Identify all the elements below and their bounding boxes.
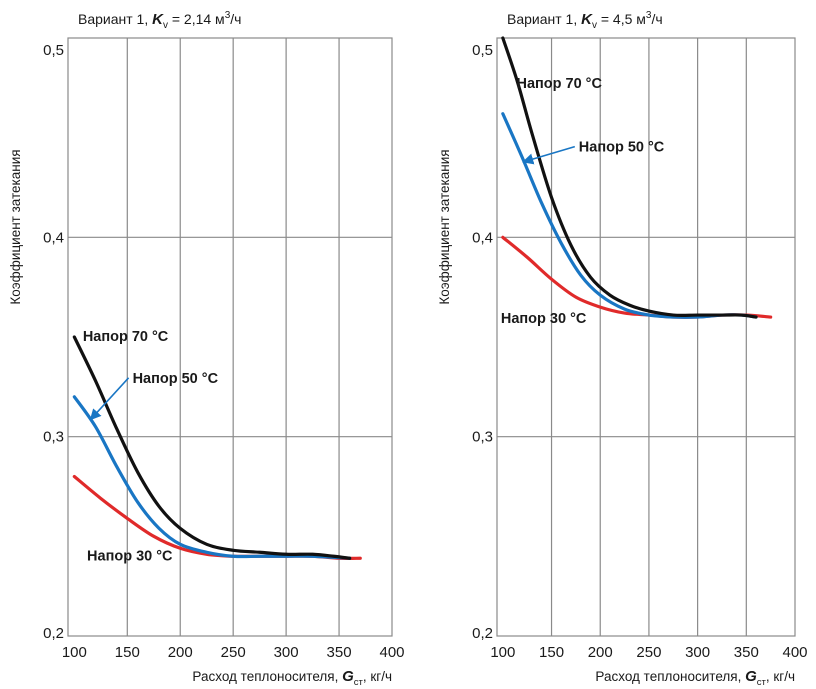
grid: [497, 38, 795, 636]
chart-variant-kv-2-14: Вариант 1, Kv = 2,14 м3/ч 100 150 200 250 300…: [8, 10, 405, 688]
x-tick-label: 100: [490, 644, 515, 661]
x-tick-label: 100: [62, 644, 87, 661]
y-tick-label: 0,5: [43, 42, 64, 59]
x-tick-label: 150: [115, 644, 140, 661]
x-axis-label: Расход теплоносителя, Gст, кг/ч: [192, 668, 392, 688]
y-tick-label: 0,2: [43, 625, 64, 642]
y-tick-label: 0,4: [472, 229, 493, 246]
chart-variant-kv-4-5: Вариант 1, Kv = 4,5 м3/ч 100 150 200 250 300 3…: [437, 10, 808, 688]
x-tick-label: 400: [379, 644, 404, 661]
y-tick-label: 0,3: [472, 429, 493, 446]
annotation-arrow: [522, 145, 576, 165]
x-tick-label: 400: [782, 644, 807, 661]
x-tick-label: 150: [539, 644, 564, 661]
series-annotation-label: Напор 50 °C: [579, 140, 665, 156]
y-tick-label: 0,2: [472, 625, 493, 642]
series-annotation-label: Напор 30 °C: [87, 548, 173, 564]
series-annotation-label: Напор 30 °C: [501, 311, 587, 327]
series-line-napor-70: [72, 335, 352, 560]
x-tick-label: 350: [734, 644, 759, 661]
y-tick-label: 0,3: [43, 429, 64, 446]
annotation-arrow: [89, 377, 130, 421]
series-annotation-label: Напор 70 °C: [83, 329, 169, 345]
plot-frame: [496, 37, 796, 637]
x-tick-label: 250: [636, 644, 661, 661]
series-annotation-label: Напор 50 °C: [133, 371, 219, 387]
series-line-napor-70: [501, 36, 758, 319]
x-tick-label: 300: [685, 644, 710, 661]
series-line-napor-30: [501, 235, 773, 319]
series-line-napor-50: [72, 395, 352, 560]
x-tick-label: 200: [588, 644, 613, 661]
y-tick-label: 0,4: [43, 229, 64, 246]
series-annotation-label: Напор 70 °C: [516, 76, 602, 92]
x-tick-label: 200: [168, 644, 193, 661]
y-axis-label: Коэффициент затекания: [437, 149, 452, 304]
x-tick-label: 350: [327, 644, 352, 661]
chart-title: Вариант 1, Kv = 2,14 м3/ч: [78, 10, 241, 31]
x-tick-label: 300: [274, 644, 299, 661]
y-tick-label: 0,5: [472, 42, 493, 59]
plot-frame: [67, 37, 393, 637]
x-axis-label: Расход теплоносителя, Gст, кг/ч: [595, 668, 795, 688]
chart-title: Вариант 1, Kv = 4,5 м3/ч: [507, 10, 663, 31]
y-axis-label: Коэффициент затекания: [8, 149, 23, 304]
x-tick-label: 250: [221, 644, 246, 661]
